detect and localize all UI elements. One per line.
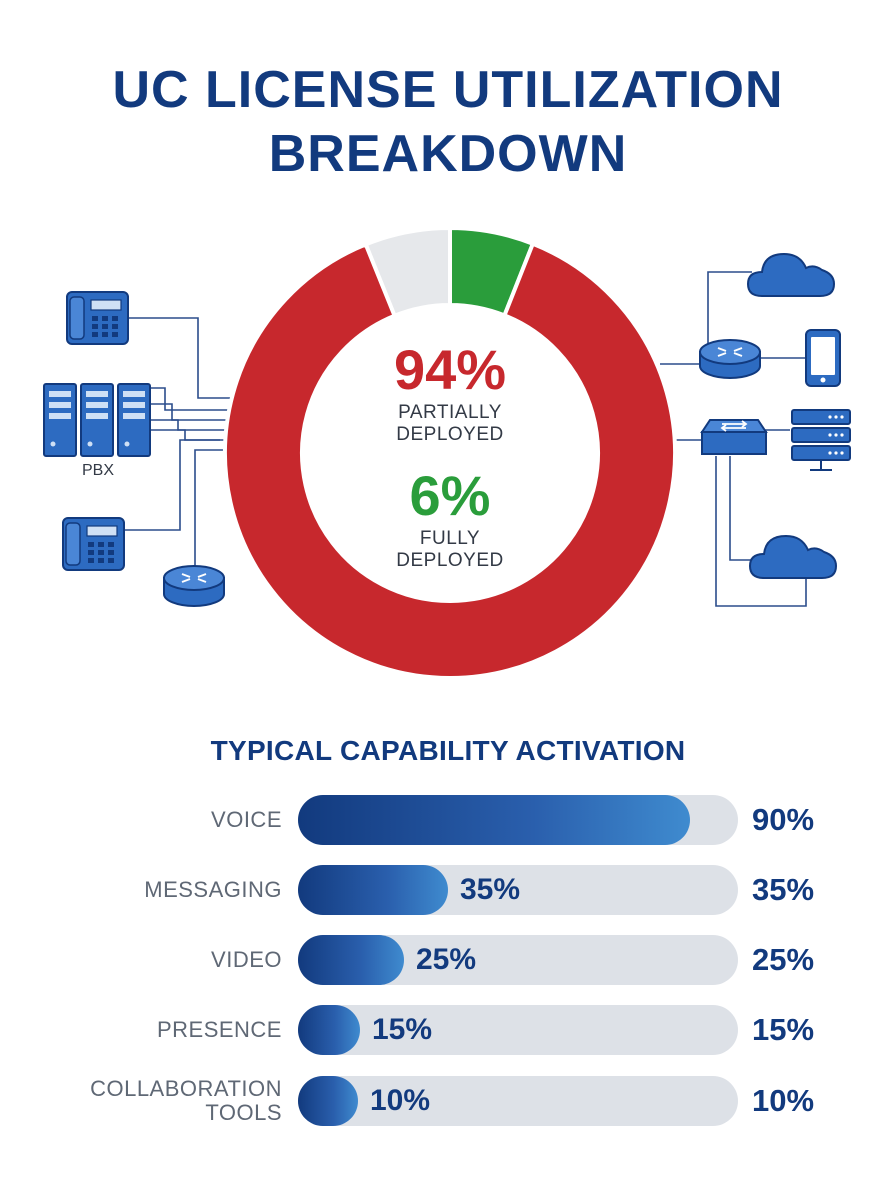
partial-deployment-stat: 94% PARTIALLY DEPLOYED	[300, 340, 600, 446]
full-label: FULLY DEPLOYED	[396, 528, 504, 571]
router-icon	[699, 339, 761, 379]
bar-fill	[298, 795, 690, 845]
bar-track	[298, 865, 738, 915]
full-deployment-stat: 6% FULLY DEPLOYED	[300, 466, 600, 572]
bar-value: 90%	[752, 802, 815, 837]
bar-track	[298, 935, 738, 985]
bar-label: MESSAGING	[144, 877, 282, 902]
connector-lines	[124, 271, 807, 607]
bar-row-video: VIDEO 25% 25%	[0, 935, 896, 985]
cloud-icon	[746, 252, 836, 297]
cloud-icon	[748, 534, 838, 579]
bar-inline-value: 35%	[460, 873, 521, 906]
bar-fill	[298, 865, 448, 915]
bar-value: 25%	[752, 942, 815, 977]
bar-label: COLLABORATION TOOLS	[90, 1076, 282, 1125]
deployment-donut	[223, 225, 677, 680]
bar-fill	[298, 935, 404, 985]
smartphone-icon	[805, 329, 841, 387]
partial-percent: 94%	[393, 338, 507, 401]
desk-phone-icon	[62, 517, 125, 571]
network-switch-icon	[700, 419, 768, 455]
bar-row-messaging: MESSAGING 35% 35%	[0, 865, 896, 915]
bar-track	[298, 795, 738, 845]
bar-value: 10%	[752, 1083, 815, 1118]
bar-track	[298, 1076, 738, 1126]
title-line-2: BREAKDOWN	[268, 125, 628, 183]
pbx-label: PBX	[81, 462, 114, 479]
page-title: UC LICENSE UTILIZATION BREAKDOWN	[0, 58, 896, 186]
router-icon	[163, 565, 225, 607]
full-percent: 6%	[409, 464, 491, 527]
bar-inline-value: 25%	[416, 943, 477, 976]
bar-row-presence: PRESENCE 15% 15%	[0, 1005, 896, 1055]
donut-slice-partially-deployed	[223, 241, 677, 680]
bar-inline-value: 10%	[370, 1084, 431, 1117]
bar-label: VIDEO	[211, 947, 282, 972]
bar-label: PRESENCE	[156, 1017, 282, 1042]
bar-label: VOICE	[211, 807, 282, 832]
bar-row-voice: VOICE 90%	[0, 795, 896, 845]
title-line-1: UC LICENSE UTILIZATION	[112, 61, 784, 119]
bar-fill	[298, 1005, 360, 1055]
bar-fill	[298, 1076, 358, 1126]
partial-label: PARTIALLY DEPLOYED	[396, 402, 504, 445]
bar-row-collaboration-tools: COLLABORATION TOOLS 10% 10%	[0, 1076, 896, 1126]
bar-value: 15%	[752, 1012, 815, 1047]
bar-value: 35%	[752, 872, 815, 907]
server-rack-icon	[43, 383, 151, 457]
desk-phone-icon	[66, 291, 129, 345]
server-stack-icon	[791, 409, 851, 471]
network-donut-diagram	[43, 225, 851, 680]
bar-track	[298, 1005, 738, 1055]
bar-inline-value: 15%	[372, 1013, 433, 1046]
bar-chart-title: TYPICAL CAPABILITY ACTIVATION	[210, 735, 686, 766]
